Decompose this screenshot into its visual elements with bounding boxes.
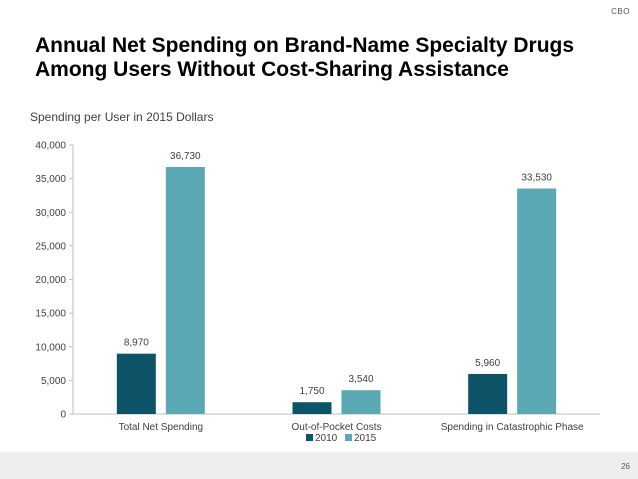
data-label: 5,960 — [475, 358, 500, 369]
y-tick-label: 0 — [60, 410, 66, 421]
y-tick-label: 10,000 — [35, 342, 66, 353]
y-tick-label: 30,000 — [35, 208, 66, 219]
slide-title: Annual Net Spending on Brand-Name Specia… — [35, 34, 575, 81]
bar — [468, 373, 508, 414]
bar-chart: 0 5,000 10,000 15,000 20,000 25,000 30,000 35,0… — [35, 141, 600, 444]
legend-swatch — [306, 434, 313, 441]
data-label: 1,750 — [299, 386, 324, 397]
data-label: 33,530 — [521, 173, 552, 184]
legend-label: 2015 — [354, 433, 377, 444]
y-tick-label: 5,000 — [41, 376, 66, 387]
data-label: 3,540 — [348, 374, 373, 385]
x-tick-label: Out-of-Pocket Costs — [291, 422, 381, 433]
bar — [165, 166, 205, 414]
y-tick-label: 40,000 — [35, 141, 66, 152]
data-label: 36,730 — [170, 151, 201, 162]
bar — [341, 390, 381, 414]
legend-label: 2010 — [315, 433, 338, 444]
legend-swatch — [345, 434, 352, 441]
x-tick-label: Spending in Catastrophic Phase — [441, 422, 584, 433]
brand-logo: CBO — [611, 7, 630, 16]
data-label: 8,970 — [124, 338, 149, 349]
page-number: 26 — [621, 462, 630, 471]
bar — [292, 402, 332, 414]
y-tick-label: 15,000 — [35, 309, 66, 320]
footer-band — [0, 452, 638, 479]
chart-subtitle: Spending per User in 2015 Dollars — [30, 110, 214, 124]
bar — [517, 188, 557, 414]
bar — [116, 353, 156, 414]
y-tick-label: 20,000 — [35, 275, 66, 286]
y-tick-label: 25,000 — [35, 241, 66, 252]
y-tick-label: 35,000 — [35, 174, 66, 185]
x-tick-label: Total Net Spending — [119, 422, 204, 433]
